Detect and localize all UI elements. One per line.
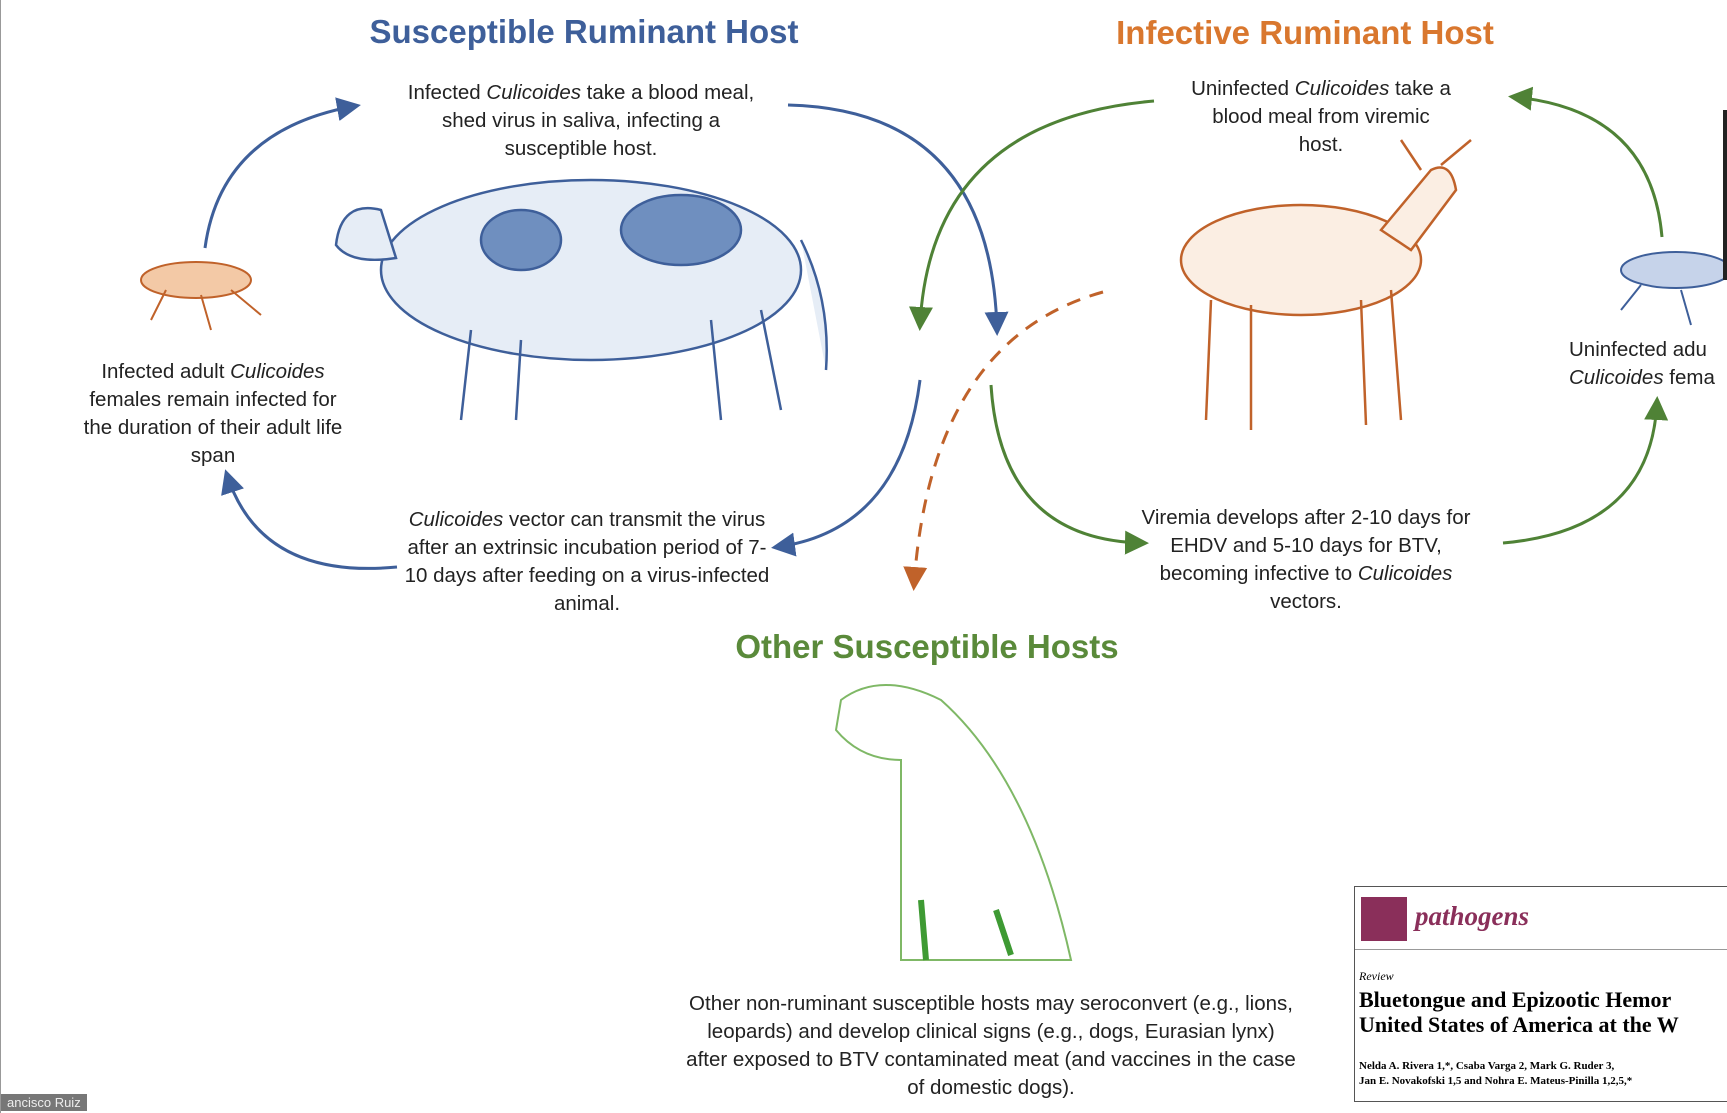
- text: Nelda A. Rivera 1,*, Csaba Varga 2, Mark…: [1359, 1059, 1632, 1074]
- text: Culicoides: [409, 508, 504, 531]
- caption: Culicoides vector can transmit the virus…: [402, 506, 772, 618]
- midge-illustration: [141, 262, 261, 330]
- title: Other Susceptible Hosts: [735, 628, 1118, 666]
- text: Infected: [408, 81, 487, 104]
- text: Culicoides: [486, 81, 581, 104]
- caption: Uninfected Culicoides take a blood meal …: [1191, 75, 1451, 159]
- caption: Viremia develops after 2-10 days for EHD…: [1141, 504, 1471, 616]
- text: vectors.: [1270, 590, 1342, 613]
- midge-illustration: [1621, 252, 1727, 325]
- video-tile-edge: [1723, 110, 1727, 280]
- text: fema: [1664, 366, 1715, 389]
- dog-illustration: [836, 685, 1071, 960]
- text: Culicoides: [230, 360, 325, 383]
- arrow: [1503, 402, 1657, 543]
- text: Bluetongue and Epizootic Hemor: [1359, 987, 1679, 1012]
- text: United States of America at the W: [1359, 1012, 1679, 1037]
- deer-illustration: [1181, 140, 1471, 430]
- arrow: [777, 380, 920, 547]
- authors: Nelda A. Rivera 1,*, Csaba Varga 2, Mark…: [1359, 1059, 1632, 1089]
- dashed-arrow: [914, 292, 1103, 585]
- title: Susceptible Ruminant Host: [369, 13, 798, 51]
- text: females remain infected for the duration…: [84, 388, 343, 467]
- title: Infective Ruminant Host: [1116, 14, 1494, 52]
- arrow: [1514, 97, 1662, 237]
- paper-preview: pathogens Review Bluetongue and Epizooti…: [1354, 886, 1727, 1102]
- caption: Infected Culicoides take a blood meal, s…: [401, 79, 761, 163]
- cow-illustration: [336, 180, 827, 420]
- text: Jan E. Novakofski 1,5 and Nohra E. Mateu…: [1359, 1074, 1632, 1089]
- text: Culicoides: [1295, 77, 1390, 100]
- arrow: [920, 101, 1154, 325]
- text: Uninfected: [1191, 77, 1295, 100]
- arrow: [991, 385, 1143, 543]
- article-type: Review: [1359, 969, 1394, 984]
- speaker-tag: ancisco Ruiz: [1, 1094, 87, 1111]
- arrow: [227, 475, 397, 568]
- text: Uninfected adu: [1569, 338, 1707, 361]
- text: Infected adult: [101, 360, 230, 383]
- journal-name: pathogens: [1415, 901, 1529, 932]
- caption: Uninfected adu Culicoides fema: [1569, 336, 1715, 392]
- arrow: [205, 106, 355, 248]
- caption: Infected adult Culicoides females remain…: [78, 358, 348, 470]
- journal-logo: [1361, 897, 1407, 941]
- slide: Susceptible Ruminant Host Infective Rumi…: [0, 0, 1727, 1113]
- text: Culicoides: [1569, 366, 1664, 389]
- caption: Other non-ruminant susceptible hosts may…: [686, 990, 1296, 1102]
- text: Culicoides: [1358, 562, 1453, 585]
